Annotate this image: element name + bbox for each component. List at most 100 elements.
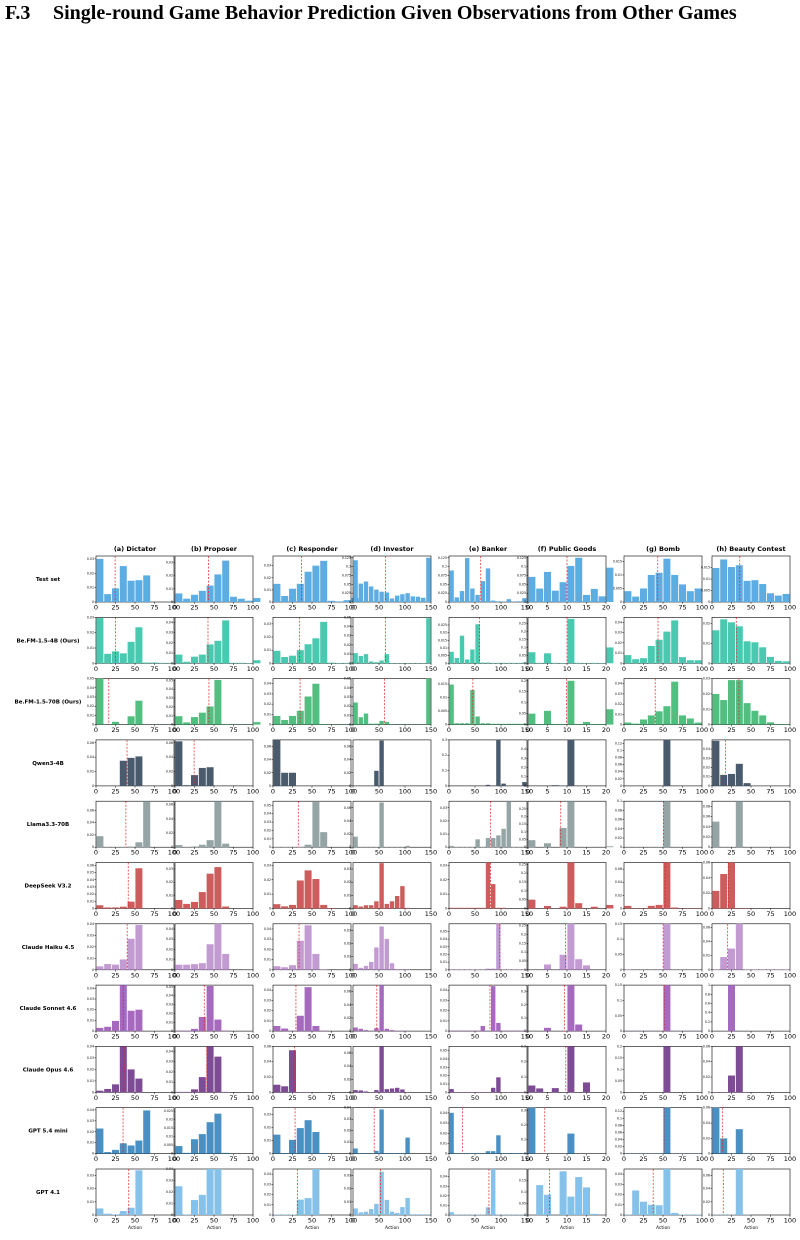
bar [410,1214,415,1215]
y-tick-label: 0 [171,1029,173,1033]
y-tick-label: 0.04 [440,1057,447,1061]
y-tick-label: 0 [171,661,173,665]
y-tick-label: 0.04 [264,988,271,992]
x-tick-label: 5 [545,971,549,979]
y-tick-label: 0.01 [440,1082,447,1086]
row-label-3: Qwen3-4B [32,761,64,767]
x-tick-label: 25 [639,787,647,795]
x-tick-label: 75 [327,849,335,857]
panel-frame [174,1046,254,1093]
x-tick-label: 0 [271,604,275,612]
y-tick-label: 0.06 [615,763,622,767]
x-tick-label: 25 [190,849,198,857]
y-tick-label: 0.02 [615,1193,622,1197]
x-tick-label: 75 [678,971,686,979]
bar [127,938,135,970]
panel-frame [623,984,703,1032]
x-tick-label: 25 [190,1094,198,1102]
bar [389,598,395,602]
bar [501,783,506,786]
y-tick-label: 0.02 [703,766,710,770]
x-tick-label: 100 [495,910,507,918]
y-tick-label: 0.06 [264,744,271,748]
x-tick-label: 20 [602,665,610,673]
y-tick-label: 0.06 [264,1044,271,1048]
x-tick-label: 0 [271,726,275,734]
bar [353,905,358,909]
x-tick-label: 25 [288,1094,296,1102]
bar [465,723,470,725]
x-tick-label: 0 [94,726,98,734]
panel-frame [448,739,528,787]
bar [485,1207,491,1215]
bar [214,923,222,970]
x-tick-label: 0 [622,849,626,857]
y-tick-label: 0.2 [617,1044,622,1048]
y-tick-label: 0.1 [521,889,526,893]
y-tick-label: 0 [620,845,622,849]
x-tick-label: 50 [210,1217,218,1225]
x-tick-label: 0 [94,604,98,612]
bar [183,1091,191,1093]
x-tick-label: 25 [727,1033,735,1041]
bar [720,957,728,970]
panel-frame [174,1168,254,1216]
y-tick-label: 0.03 [615,1182,622,1186]
bar [449,1212,454,1215]
y-tick-label: 0.1 [442,565,447,569]
bar [127,1145,135,1154]
bar [655,639,663,664]
y-tick-label: 0.1 [617,799,622,803]
bar [191,846,198,848]
x-tick-label: 50 [471,604,479,612]
bar [470,588,475,602]
panel-frame [174,617,254,664]
x-tick-label: 75 [327,1217,335,1225]
bar [369,1153,374,1154]
bar [363,905,369,909]
y-tick-label: 0.02 [87,1067,94,1071]
x-tick-label: 75 [229,1094,237,1102]
y-tick-label: 0.1 [346,565,351,569]
x-tick-label: 50 [131,726,139,734]
bar [475,1030,480,1032]
bar [206,1046,214,1093]
x-tick-label: 0 [447,604,451,612]
bar [496,601,501,602]
y-tick-label: 0.03 [344,867,351,871]
x-tick-label: 75 [678,1094,686,1102]
bar [273,583,281,602]
y-tick-label: 0 [620,723,622,727]
panel-frame [174,984,254,1032]
panel-frame [95,678,175,725]
y-tick-label: 0 [349,661,351,665]
x-axis-label: Action [385,1225,399,1231]
y-tick-label: 0.01 [703,641,710,645]
x-axis-label: Action [128,1225,142,1231]
y-tick-label: 0.01 [440,696,447,700]
y-tick-label: 0.04 [344,1003,351,1007]
y-tick-label: 0.025 [164,1109,173,1113]
x-tick-label: 150 [521,787,533,795]
x-tick-label: 5 [545,665,549,673]
y-tick-label: 0.01 [440,1141,447,1145]
bar [506,1153,511,1154]
x-tick-label: 100 [495,849,507,857]
x-tick-label: 75 [678,604,686,612]
bar [127,1010,135,1032]
y-tick-label: 0.3 [442,738,447,742]
y-tick-label: 0 [708,1213,710,1217]
y-tick-label: 0.04 [344,625,351,629]
bar [395,595,400,602]
x-tick-label: 0 [351,971,355,979]
bar [374,723,379,725]
bar [491,600,496,602]
bar [119,906,127,909]
bar [206,873,214,909]
bar [289,588,296,602]
y-tick-label: 0.2 [521,766,526,770]
x-tick-label: 50 [659,1033,667,1041]
x-tick-label: 100 [247,665,259,673]
bar [496,1077,501,1093]
bar [405,845,410,848]
